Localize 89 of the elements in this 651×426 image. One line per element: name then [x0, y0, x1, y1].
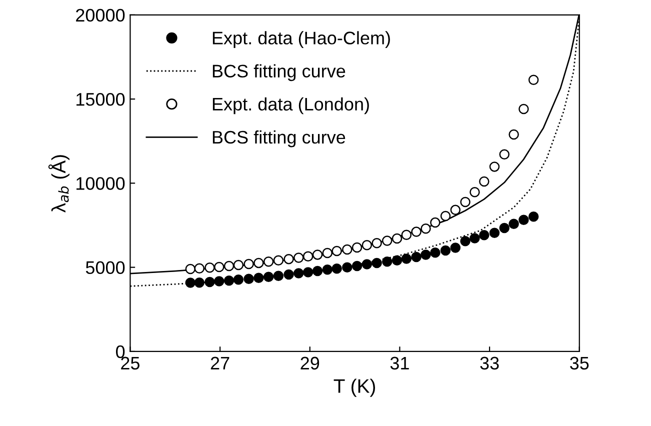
point: [460, 196, 470, 208]
point: [322, 264, 333, 275]
point: [470, 233, 480, 244]
x-tick-label: 29: [300, 356, 320, 370]
point: [528, 212, 539, 222]
point: [450, 204, 461, 216]
legend-label: BCS fitting curve: [212, 64, 346, 82]
y-tick-label: 0: [116, 345, 125, 358]
point: [440, 245, 451, 256]
point: [392, 233, 402, 244]
point: [294, 268, 304, 278]
point: [263, 272, 274, 282]
point: [322, 248, 333, 258]
legend-label: Expt. data (Hao-Clem): [212, 31, 390, 48]
point: [254, 272, 264, 284]
point: [362, 240, 372, 250]
point: [284, 269, 294, 280]
point: [204, 276, 215, 288]
point: [401, 254, 412, 264]
y-tick-label: 15000: [76, 92, 125, 106]
point: [233, 260, 244, 270]
point: [342, 244, 352, 255]
point: [273, 270, 284, 282]
point: [302, 267, 314, 278]
y-tick-label: 20000: [76, 8, 125, 22]
point: [430, 248, 440, 258]
y-tick-label: 5000: [86, 261, 125, 274]
y-tick-label: 10000: [76, 177, 125, 190]
point: [342, 262, 352, 272]
x-tick-label: 27: [210, 356, 230, 370]
x-tick-label: 33: [480, 356, 499, 370]
point: [499, 222, 510, 234]
point: [312, 266, 323, 276]
point: [420, 223, 431, 234]
point: [470, 186, 480, 198]
point: [420, 250, 431, 260]
point: [194, 278, 204, 288]
point: [352, 242, 362, 253]
point: [401, 230, 412, 240]
point: [273, 255, 284, 266]
x-axis-title: T (K): [334, 378, 376, 397]
point: [332, 264, 342, 274]
point: [312, 250, 323, 260]
point: [194, 263, 204, 274]
point: [489, 228, 500, 238]
point: [528, 74, 539, 85]
point: [204, 262, 215, 273]
point: [332, 246, 342, 256]
x-tick-label: 31: [390, 356, 409, 370]
point: [185, 264, 196, 274]
point: [263, 256, 274, 267]
point: [518, 104, 529, 114]
point: [254, 258, 264, 268]
legend-label: BCS fitting curve: [212, 130, 346, 148]
point: [284, 254, 294, 264]
point: [499, 149, 510, 160]
point: [450, 242, 461, 253]
legend-label: Expt. data (London): [212, 97, 369, 114]
point: [362, 259, 372, 270]
point: [224, 260, 234, 272]
point: [518, 214, 529, 225]
point: [294, 252, 304, 263]
point: [382, 236, 392, 246]
point: [372, 258, 382, 268]
point: [440, 210, 451, 222]
point: [479, 230, 490, 240]
x-tick-label: 25: [121, 356, 140, 370]
point: [508, 129, 519, 140]
point: [411, 252, 422, 262]
point: [489, 162, 500, 172]
point: [244, 258, 254, 270]
point: [214, 276, 224, 286]
point: [302, 251, 314, 262]
point: [185, 278, 196, 288]
point: [479, 176, 490, 187]
point: [224, 275, 234, 286]
point: [244, 274, 254, 284]
point: [508, 218, 519, 230]
point: [392, 255, 402, 266]
point: [372, 238, 382, 248]
point: [233, 274, 244, 285]
point: [382, 256, 392, 267]
x-tick-label: 35: [570, 356, 589, 370]
y-axis-title: λ$_{ab}$ (Å): [48, 155, 70, 213]
point: [430, 217, 440, 228]
point: [460, 236, 470, 246]
point: [214, 262, 224, 272]
point: [411, 226, 422, 237]
point: [352, 260, 362, 272]
